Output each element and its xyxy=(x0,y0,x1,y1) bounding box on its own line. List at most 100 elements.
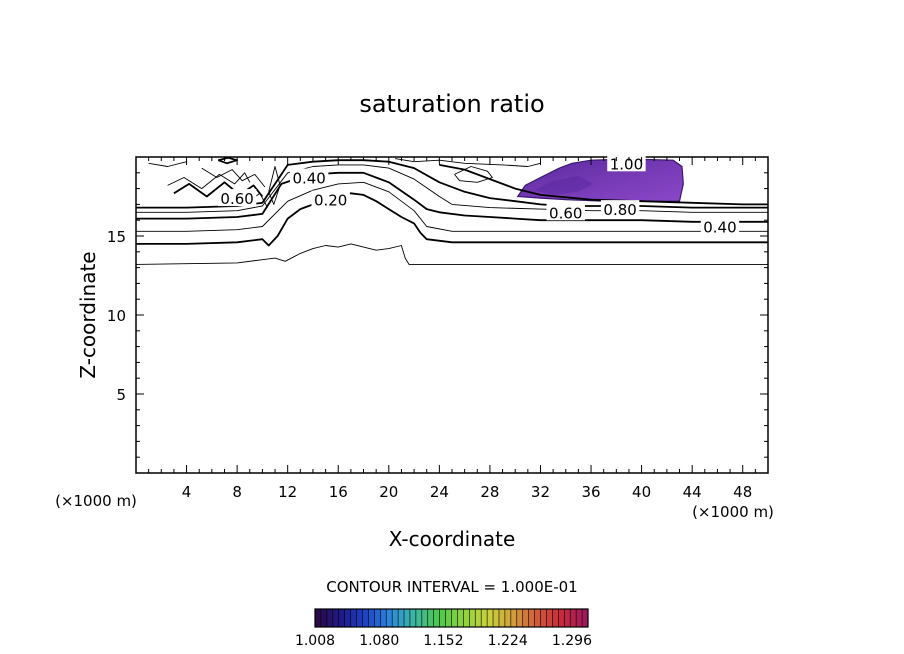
colorbar-tick-label: 1.224 xyxy=(488,633,528,649)
colorbar-swatch xyxy=(356,609,363,627)
chart-title: saturation ratio xyxy=(359,90,544,118)
contour-line-0_3 xyxy=(136,181,768,232)
contour-label: 0.60 xyxy=(220,190,253,208)
colorbar-swatch xyxy=(558,609,565,627)
y-tick-label: 5 xyxy=(116,386,126,404)
x-tick-label: 40 xyxy=(632,483,651,501)
colorbar-swatch xyxy=(510,609,518,627)
colorbar-swatch xyxy=(409,609,417,627)
colorbar-swatch xyxy=(344,609,351,627)
colorbar-swatch xyxy=(315,609,322,627)
colorbar-swatch xyxy=(463,609,470,627)
colorbar-swatch xyxy=(546,609,553,627)
y-tick-labels: 5 10 15 xyxy=(107,228,126,404)
contour-label-bg xyxy=(607,154,646,172)
colorbar-tick-label: 1.152 xyxy=(423,633,463,649)
colorbar-swatch xyxy=(398,609,405,627)
colorbar-tick-label: 1.080 xyxy=(359,633,399,649)
colorbar-tick-label: 1.296 xyxy=(552,633,592,649)
colorbar-swatch xyxy=(362,609,369,627)
colorbar-swatch xyxy=(582,609,589,627)
x-tick-label: 48 xyxy=(733,483,752,501)
contour-line-0_7 xyxy=(167,172,251,190)
contour-line-0_5 xyxy=(136,164,768,213)
contour-label-bg xyxy=(700,217,740,235)
contour-line-0_5 xyxy=(454,166,493,183)
x-tick-label: 44 xyxy=(683,483,702,501)
x-tick-label: 20 xyxy=(379,483,398,501)
colorbar-swatch xyxy=(469,609,476,627)
colorbar-swatch xyxy=(498,609,506,627)
colorbar-swatch xyxy=(457,609,464,627)
colorbar-swatch xyxy=(451,609,458,627)
contour-interval-note: CONTOUR INTERVAL = 1.000E-01 xyxy=(326,578,577,596)
colorbar-swatch xyxy=(552,609,559,627)
contour-label-bg xyxy=(546,203,585,221)
colorbar-swatch xyxy=(421,609,429,627)
colorbar-swatch xyxy=(350,609,357,627)
colorbar-swatch xyxy=(433,609,440,627)
supersaturation-core xyxy=(534,176,594,195)
colorbar-swatch xyxy=(380,609,387,627)
colorbar-swatch xyxy=(320,609,328,627)
contour-label-bg xyxy=(289,168,329,186)
colorbar-swatch xyxy=(415,609,423,627)
colorbar-swatch xyxy=(374,609,381,627)
colorbar-swatch xyxy=(404,609,411,627)
colorbar-swatch xyxy=(427,609,434,627)
colorbar-swatch xyxy=(445,609,452,627)
x-unit-label-right: (×1000 m) xyxy=(692,503,774,521)
contour-line-0_9 xyxy=(201,167,266,188)
colorbar-swatch xyxy=(528,609,535,627)
contour-line-0_8 xyxy=(439,164,768,206)
colorbar-swatch xyxy=(392,609,399,627)
colorbar-swatch xyxy=(487,609,494,627)
colorbar-swatch xyxy=(368,609,375,627)
x-tick-label: 24 xyxy=(430,483,449,501)
x-tick-label: 8 xyxy=(232,483,242,501)
x-tick-label: 4 xyxy=(182,483,192,501)
x-tick-labels: 4 8 12 16 20 24 28 32 36 40 44 48 xyxy=(182,483,752,501)
colorbar-swatch xyxy=(326,609,334,627)
colorbar-swatch xyxy=(534,609,541,627)
x-tick-label: 28 xyxy=(480,483,499,501)
x-tick-label: 32 xyxy=(531,483,550,501)
contour-label-bg xyxy=(217,189,257,207)
contour-line-0_9 xyxy=(395,158,541,167)
contour-line-0_2 xyxy=(136,192,768,247)
contour-label: 0.80 xyxy=(603,201,636,219)
colorbar-frame xyxy=(314,608,589,628)
contour-label-bg xyxy=(600,200,640,218)
colorbar-swatch xyxy=(504,609,512,627)
colorbar-swatch xyxy=(439,609,446,627)
x-axis-title: X-coordinate xyxy=(389,527,516,551)
colorbar-swatch xyxy=(570,609,577,627)
colorbar-swatch xyxy=(540,609,547,627)
x-unit-label-left: (×1000 m) xyxy=(55,492,137,510)
colorbar-swatch xyxy=(338,609,345,627)
contour-line-0_3 xyxy=(268,166,281,205)
contour-line-0_6 xyxy=(217,157,238,165)
contour-line-0_1 xyxy=(136,243,768,265)
colorbar-swatch xyxy=(493,609,500,627)
colorbar-tick-labels: 1.008 1.080 1.152 1.224 1.296 xyxy=(295,633,592,649)
colorbar-swatch xyxy=(522,609,529,627)
x-tick-label: 16 xyxy=(329,483,348,501)
colorbar-tick-label: 1.008 xyxy=(295,633,335,649)
colorbar-swatch xyxy=(475,609,482,627)
colorbar-swatch xyxy=(564,609,571,627)
colorbar-swatch xyxy=(332,609,340,627)
contour-label-bg xyxy=(311,190,350,208)
contour-labels: 0.40 0.20 0.60 1.00 0.80 0.60 0.40 xyxy=(217,154,740,237)
y-tick-label: 15 xyxy=(107,228,126,246)
contour-label: 1.00 xyxy=(610,155,643,173)
contour-line-0_5 xyxy=(148,161,187,167)
colorbar-swatch xyxy=(481,609,488,627)
colorbar xyxy=(314,608,589,628)
contour-label: 0.20 xyxy=(314,192,347,210)
contour-label: 0.40 xyxy=(292,170,325,188)
x-tick-label: 36 xyxy=(581,483,600,501)
x-tick-label: 12 xyxy=(278,483,297,501)
contour-line-0_8 xyxy=(173,181,264,198)
